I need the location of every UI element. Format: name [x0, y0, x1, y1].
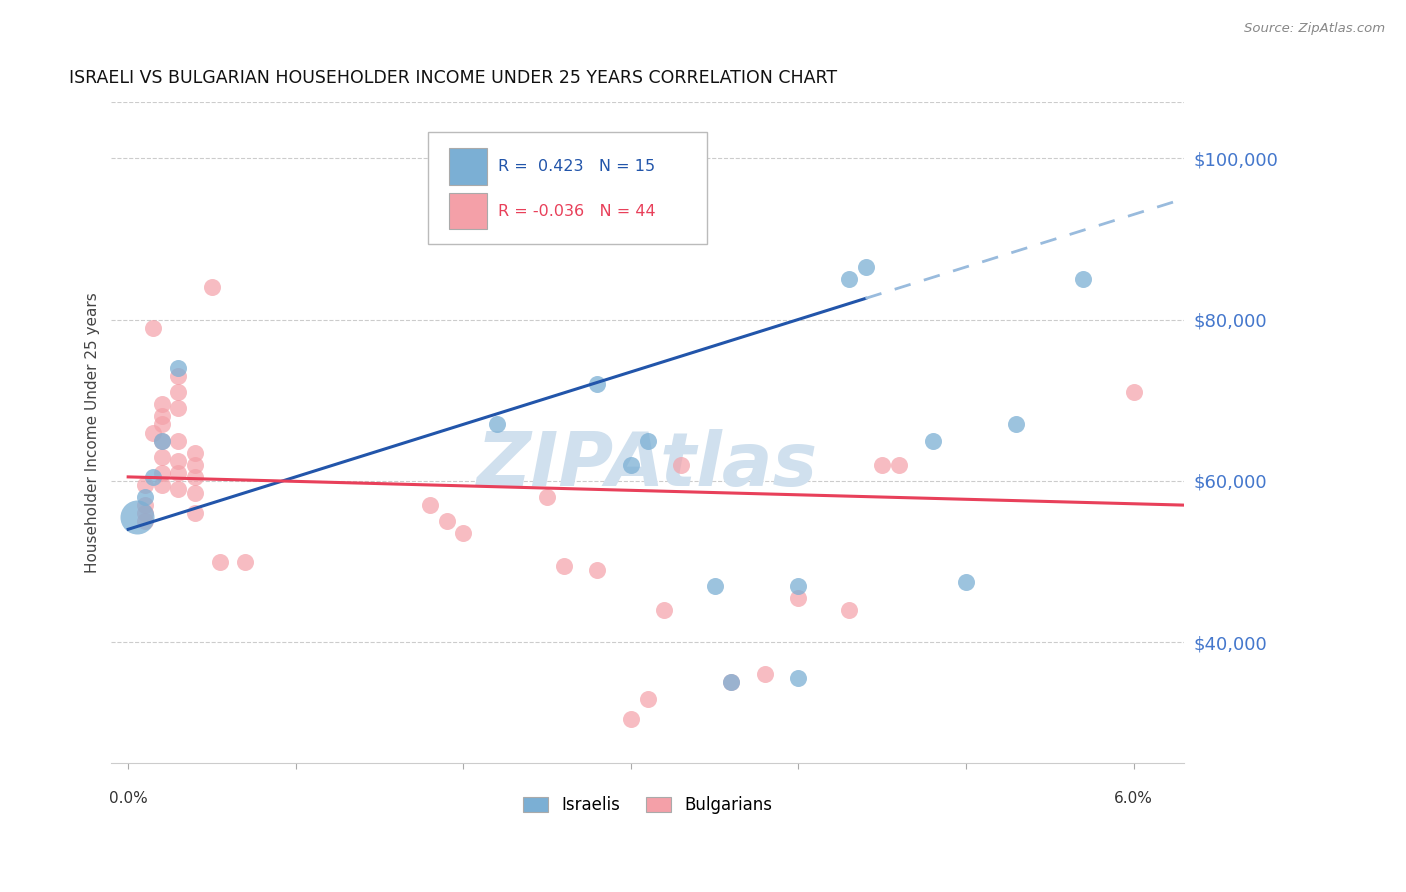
- Point: [150, 417, 173, 432]
- Point: [955, 574, 977, 589]
- Point: [142, 470, 165, 484]
- Point: [921, 434, 943, 448]
- Point: [134, 506, 156, 520]
- Point: [150, 409, 173, 424]
- Point: [720, 675, 742, 690]
- Point: [167, 361, 190, 376]
- Point: [637, 434, 659, 448]
- Point: [167, 369, 190, 384]
- Text: 0.0%: 0.0%: [108, 791, 148, 806]
- Point: [235, 555, 257, 569]
- Point: [620, 458, 643, 472]
- Point: [703, 579, 725, 593]
- Point: [142, 320, 165, 334]
- Point: [184, 470, 207, 484]
- Point: [536, 490, 558, 504]
- Point: [637, 691, 659, 706]
- Point: [184, 486, 207, 500]
- Point: [1122, 385, 1144, 400]
- Point: [167, 466, 190, 480]
- Text: ZIPAtlas: ZIPAtlas: [477, 429, 818, 502]
- Point: [150, 397, 173, 411]
- Point: [1073, 272, 1095, 286]
- Point: [167, 401, 190, 416]
- Point: [125, 510, 148, 524]
- Point: [167, 454, 190, 468]
- Point: [150, 434, 173, 448]
- Point: [586, 563, 609, 577]
- Point: [720, 675, 742, 690]
- Point: [201, 280, 224, 294]
- Text: R =  0.423   N = 15: R = 0.423 N = 15: [498, 159, 655, 174]
- Point: [150, 450, 173, 464]
- Point: [787, 591, 810, 605]
- Point: [184, 506, 207, 520]
- Point: [209, 555, 232, 569]
- Point: [134, 478, 156, 492]
- Point: [134, 490, 156, 504]
- Point: [134, 514, 156, 528]
- Point: [787, 672, 810, 686]
- Point: [586, 377, 609, 392]
- Legend: Israelis, Bulgarians: Israelis, Bulgarians: [517, 789, 779, 821]
- Point: [184, 446, 207, 460]
- FancyBboxPatch shape: [427, 132, 707, 244]
- Point: [654, 603, 676, 617]
- Point: [872, 458, 894, 472]
- Point: [167, 385, 190, 400]
- Point: [142, 425, 165, 440]
- Point: [553, 558, 575, 573]
- Point: [838, 272, 860, 286]
- Text: 6.0%: 6.0%: [1114, 791, 1153, 806]
- Y-axis label: Householder Income Under 25 years: Householder Income Under 25 years: [86, 293, 100, 573]
- Point: [754, 667, 776, 681]
- Point: [669, 458, 692, 472]
- Point: [838, 603, 860, 617]
- Point: [855, 260, 877, 275]
- Text: R = -0.036   N = 44: R = -0.036 N = 44: [498, 203, 655, 219]
- Point: [150, 466, 173, 480]
- Point: [150, 434, 173, 448]
- Point: [453, 526, 475, 541]
- Text: Source: ZipAtlas.com: Source: ZipAtlas.com: [1244, 22, 1385, 36]
- FancyBboxPatch shape: [450, 193, 486, 229]
- Point: [787, 579, 810, 593]
- Point: [134, 498, 156, 512]
- Point: [419, 498, 441, 512]
- Point: [167, 434, 190, 448]
- FancyBboxPatch shape: [450, 148, 486, 185]
- Point: [436, 514, 458, 528]
- Point: [184, 458, 207, 472]
- Text: ISRAELI VS BULGARIAN HOUSEHOLDER INCOME UNDER 25 YEARS CORRELATION CHART: ISRAELI VS BULGARIAN HOUSEHOLDER INCOME …: [69, 69, 837, 87]
- Point: [1005, 417, 1028, 432]
- Point: [167, 482, 190, 496]
- Point: [485, 417, 508, 432]
- Point: [620, 712, 643, 726]
- Point: [887, 458, 910, 472]
- Point: [150, 478, 173, 492]
